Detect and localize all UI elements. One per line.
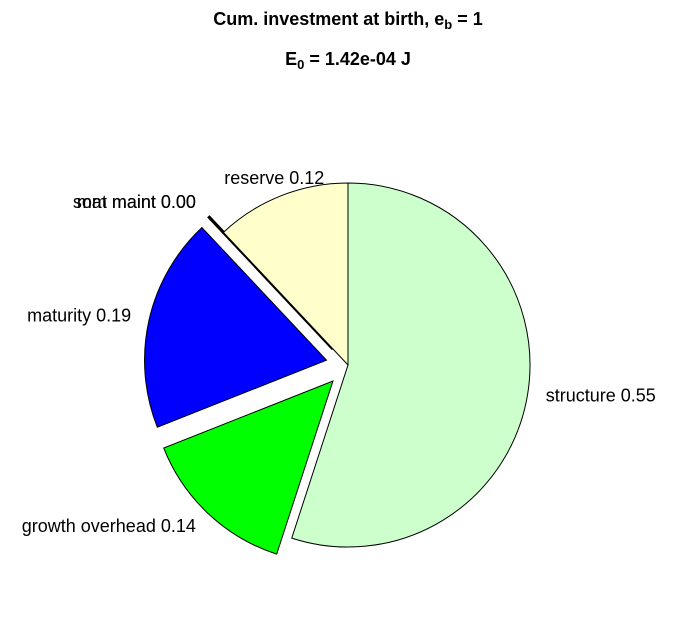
- slice-name: reserve: [224, 168, 284, 188]
- slice-label: growth overhead 0.14: [22, 516, 196, 536]
- slice-name: growth overhead: [22, 516, 156, 536]
- slice-name: mat maint: [77, 192, 156, 212]
- pie-slice: [291, 182, 531, 548]
- pie-slice: [144, 226, 328, 428]
- slice-name: structure: [546, 385, 616, 405]
- slice-label: reserve 0.12: [224, 168, 324, 188]
- subtitle-subscript: 0: [297, 57, 304, 72]
- slice-label: som maint 0.00: [73, 192, 196, 212]
- slice-value: 0.19: [96, 305, 131, 325]
- title-text: Cum. investment at birth, e: [213, 9, 444, 29]
- chart-subtitle: E0 = 1.42e-04 J: [285, 49, 411, 73]
- slice-value: 0.12: [289, 168, 324, 188]
- chart-title: Cum. investment at birth, eb = 1: [213, 9, 483, 33]
- slice-value: 0.55: [621, 385, 656, 405]
- slice-value: 0.00: [161, 192, 196, 212]
- slice-label: mat maint 0.00: [77, 192, 196, 212]
- pie-slice: [222, 182, 349, 367]
- slice-label: structure 0.55: [546, 385, 656, 405]
- title-text: = 1: [452, 9, 483, 29]
- slice-value: 0.14: [161, 516, 196, 536]
- subtitle-text: E: [285, 49, 297, 69]
- slice-label: maturity 0.19: [27, 305, 131, 325]
- slice-value: 0.00: [161, 192, 196, 212]
- pie-slice: [163, 380, 334, 555]
- title-subscript: b: [444, 17, 452, 32]
- slice-name: maturity: [27, 305, 91, 325]
- slice-name: som maint: [73, 192, 156, 212]
- subtitle-text: = 1.42e-04 J: [304, 49, 411, 69]
